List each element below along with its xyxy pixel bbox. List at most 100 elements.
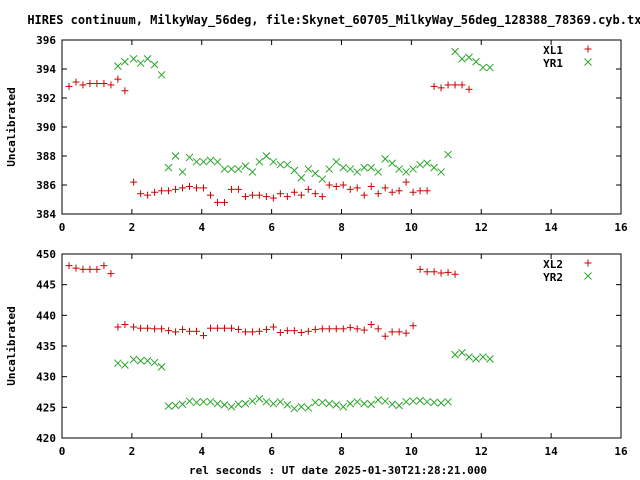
data-point — [388, 328, 396, 336]
data-point — [213, 157, 222, 166]
y-tick-label: 384 — [36, 208, 56, 221]
data-point — [86, 80, 94, 87]
data-point — [137, 190, 145, 198]
data-point — [402, 329, 410, 337]
data-point — [395, 328, 403, 336]
data-point — [262, 193, 270, 201]
data-point — [395, 165, 404, 173]
data-point — [409, 322, 417, 330]
data-point — [423, 268, 431, 276]
data-point — [234, 400, 243, 409]
data-point — [276, 160, 285, 169]
data-point — [304, 185, 312, 193]
data-point — [130, 178, 138, 186]
data-point — [143, 54, 152, 63]
data-point — [220, 324, 228, 332]
data-point — [172, 185, 180, 193]
legend-marker — [584, 272, 592, 280]
data-point — [458, 81, 466, 89]
x-tick-label: 16 — [614, 445, 628, 458]
data-point — [199, 332, 207, 340]
data-point — [416, 187, 424, 195]
data-point — [437, 399, 445, 407]
legend-label-xl1: XL1 — [543, 44, 563, 57]
panel-2-legend: XL2 YR2 — [543, 258, 592, 284]
data-point — [283, 193, 291, 201]
data-point — [367, 400, 376, 409]
y-tick-label: 435 — [36, 340, 56, 353]
y-tick-label: 392 — [36, 92, 56, 105]
legend-marker — [584, 45, 592, 53]
data-point — [151, 325, 159, 333]
data-point — [220, 198, 228, 206]
x-tick-label: 16 — [614, 221, 628, 234]
x-tick-label: 8 — [338, 445, 345, 458]
data-point — [72, 264, 80, 272]
data-point — [248, 397, 257, 406]
data-point — [199, 397, 208, 406]
x-tick-label: 12 — [475, 221, 488, 234]
legend-label-yr1: YR1 — [543, 57, 563, 70]
data-point — [158, 187, 166, 195]
data-point — [206, 156, 215, 165]
y-tick-label: 450 — [36, 248, 56, 261]
data-point — [255, 327, 263, 335]
data-point — [325, 181, 333, 189]
x-tick-label: 4 — [198, 445, 205, 458]
data-point — [486, 63, 494, 72]
data-point — [444, 397, 452, 406]
data-point — [213, 198, 221, 206]
data-point — [353, 397, 362, 406]
data-point — [318, 325, 326, 333]
data-point — [395, 187, 403, 195]
y-tick-label: 425 — [36, 401, 56, 414]
data-point — [486, 355, 494, 363]
data-point — [248, 191, 256, 199]
data-point — [374, 190, 382, 198]
data-point — [107, 270, 115, 278]
data-point — [360, 191, 368, 199]
chart-title: HIRES continuum, MilkyWay_56deg, file:Sk… — [27, 13, 640, 28]
data-point — [193, 327, 201, 335]
data-point — [158, 325, 166, 333]
data-point — [179, 184, 187, 192]
data-point — [311, 169, 320, 178]
y-tick-label: 440 — [36, 309, 56, 322]
data-point — [241, 328, 249, 336]
data-point — [451, 81, 459, 89]
data-point — [297, 191, 305, 199]
data-point — [423, 397, 431, 406]
data-point — [65, 82, 73, 90]
data-point — [332, 325, 340, 333]
data-point — [290, 404, 299, 413]
data-point — [227, 402, 236, 411]
x-tick-label: 2 — [129, 445, 136, 458]
data-point — [100, 262, 108, 270]
panel-1-legend: XL1 YR1 — [543, 44, 592, 70]
data-point — [437, 168, 445, 176]
legend-marker — [584, 58, 592, 66]
data-point — [465, 53, 473, 62]
data-point — [311, 325, 319, 333]
data-point — [402, 168, 410, 176]
data-point — [430, 268, 438, 276]
data-point — [409, 165, 417, 173]
data-point — [374, 396, 383, 404]
data-point — [395, 401, 404, 410]
x-tick-label: 14 — [545, 221, 559, 234]
data-point — [416, 265, 424, 273]
data-point — [129, 54, 138, 63]
data-point — [367, 321, 375, 329]
data-point — [186, 327, 194, 335]
y-tick-label: 394 — [36, 63, 56, 76]
data-point — [192, 157, 201, 166]
data-point — [339, 181, 347, 189]
data-point — [86, 265, 94, 273]
data-point — [346, 324, 354, 332]
data-point — [367, 163, 376, 172]
data-point — [339, 163, 348, 172]
data-point — [269, 399, 278, 408]
x-tick-label: 6 — [268, 221, 275, 234]
data-point — [255, 191, 263, 199]
data-point — [262, 397, 271, 406]
